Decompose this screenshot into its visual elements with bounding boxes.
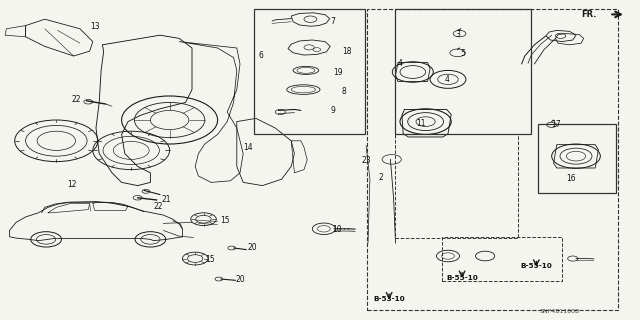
Text: 15: 15: [220, 216, 230, 225]
Text: 14: 14: [243, 143, 253, 152]
Text: 11: 11: [416, 119, 425, 128]
Text: 19: 19: [333, 68, 343, 77]
Text: 21: 21: [162, 195, 171, 204]
Text: 2: 2: [378, 173, 383, 182]
Text: 9: 9: [330, 106, 335, 115]
Text: 4: 4: [397, 60, 403, 68]
Text: 6: 6: [258, 52, 263, 60]
Text: 10: 10: [332, 225, 342, 234]
Text: 22: 22: [72, 95, 81, 104]
Text: 3: 3: [455, 30, 460, 39]
Text: 17: 17: [550, 120, 561, 129]
Text: 20: 20: [248, 243, 258, 252]
Text: 7: 7: [330, 17, 335, 26]
Text: B-55-10: B-55-10: [446, 275, 478, 281]
Bar: [538, 124, 616, 193]
Text: 4: 4: [444, 75, 449, 84]
Text: 15: 15: [205, 255, 215, 264]
Text: SNF4B1100B: SNF4B1100B: [540, 308, 580, 314]
Bar: [367, 9, 618, 310]
Bar: [395, 9, 531, 134]
Text: B-53-10: B-53-10: [373, 296, 405, 302]
Text: 18: 18: [342, 47, 351, 56]
Bar: [254, 9, 365, 134]
Bar: [395, 134, 518, 238]
Text: 8: 8: [342, 87, 347, 96]
Text: 5: 5: [460, 49, 465, 58]
Text: 13: 13: [90, 22, 100, 31]
Text: 23: 23: [361, 156, 371, 165]
Bar: [442, 237, 562, 281]
Text: 12: 12: [67, 180, 76, 189]
Text: FR.: FR.: [581, 10, 596, 19]
Text: 16: 16: [566, 174, 576, 183]
Text: 20: 20: [235, 276, 245, 284]
Text: B-55-10: B-55-10: [520, 263, 552, 269]
Text: 22: 22: [154, 202, 163, 211]
